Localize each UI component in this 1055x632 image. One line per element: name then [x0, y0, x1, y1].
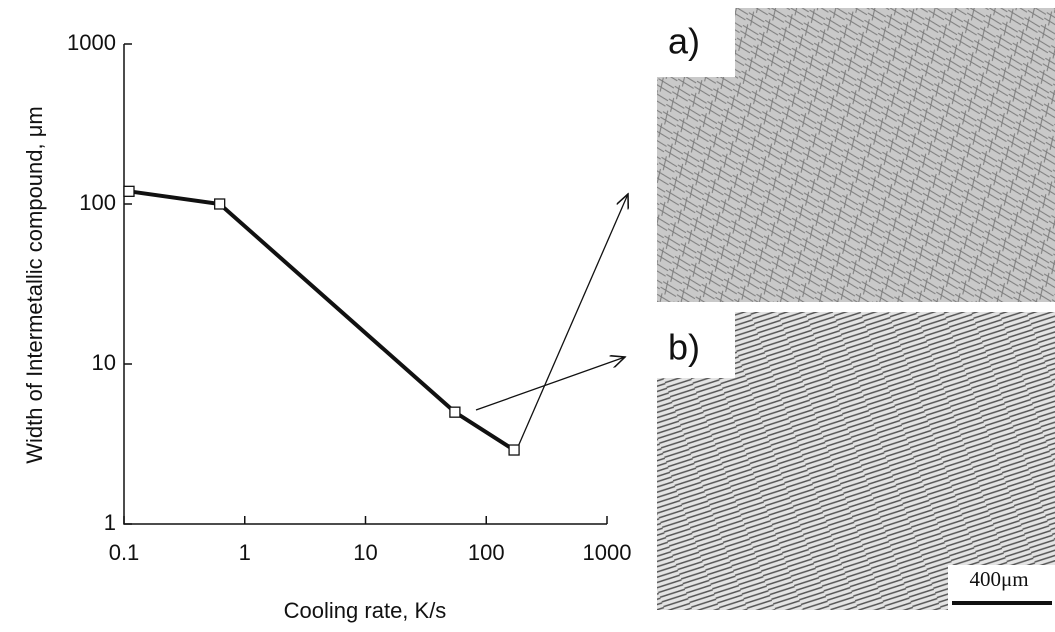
x-tick-label: 100 — [468, 540, 505, 565]
x-tick-label: 0.1 — [109, 540, 140, 565]
data-point — [123, 185, 135, 197]
panel-label: b) — [668, 327, 700, 368]
data-point — [449, 406, 461, 418]
y-tick-label: 10 — [92, 350, 116, 375]
data-point — [214, 198, 226, 210]
y-axis-label: Width of Intermetallic compound, μm — [22, 106, 47, 463]
panel-label: a) — [668, 21, 700, 62]
scale-bar-label: 400μm — [969, 567, 1028, 591]
label-box — [657, 312, 735, 378]
x-tick-label: 10 — [353, 540, 377, 565]
x-tick-label: 1000 — [583, 540, 632, 565]
data-point — [508, 444, 520, 456]
arrow — [475, 357, 625, 411]
axis-line — [123, 44, 607, 525]
x-tick-label: 1 — [239, 540, 251, 565]
label-box — [657, 8, 735, 77]
y-tick-label: 100 — [79, 190, 116, 215]
arrow — [516, 194, 628, 450]
y-tick-label: 1000 — [67, 30, 116, 55]
y-tick-label: 1 — [104, 510, 116, 535]
data-line — [128, 189, 516, 452]
x-axis-label: Cooling rate, K/s — [284, 598, 447, 623]
